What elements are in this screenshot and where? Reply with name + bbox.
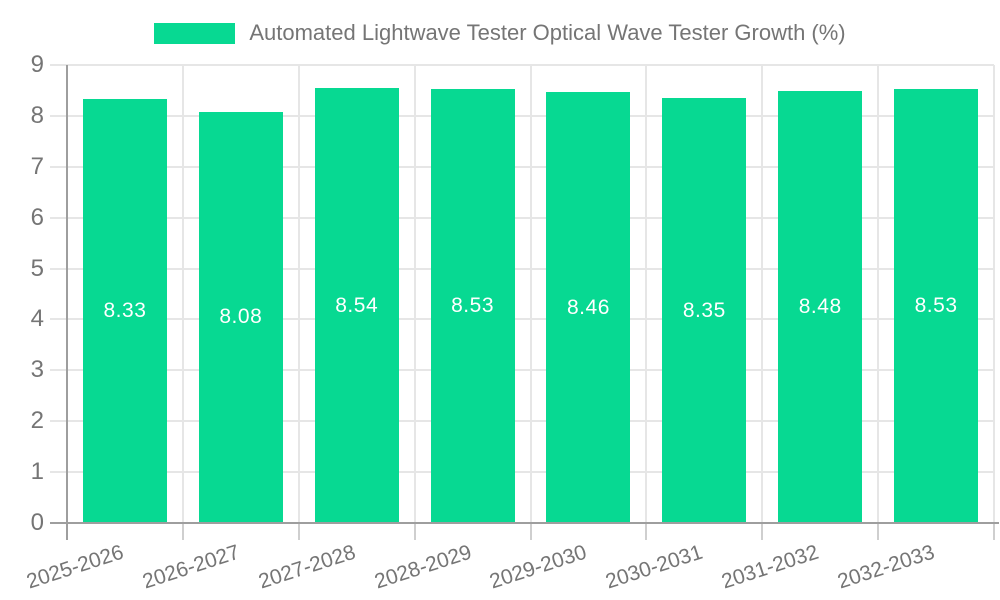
y-gridline — [50, 471, 994, 474]
y-gridline — [50, 318, 994, 321]
y-tick-label: 3 — [30, 356, 44, 384]
y-gridline — [50, 369, 994, 372]
x-axis-line — [50, 522, 999, 524]
y-gridline — [50, 420, 994, 423]
y-gridline — [50, 216, 994, 219]
bar-value-label: 8.48 — [798, 295, 842, 319]
y-axis-line — [66, 65, 68, 540]
bar-value-label: 8.46 — [567, 295, 610, 319]
y-tick-label: 8 — [30, 101, 44, 129]
x-axis-tick — [181, 523, 184, 540]
x-gridline — [297, 65, 300, 523]
y-tick-label: 6 — [30, 203, 44, 231]
x-gridline — [993, 65, 995, 523]
y-tick-label: 0 — [30, 509, 44, 536]
y-gridline — [50, 267, 994, 270]
bar: 8.08 — [198, 111, 283, 523]
plot-area: 0 1 2 3 4 5 6 7 8 9 8.33 8.08 8.54 8.53 8.46 8.35 8.48 8.… — [31, 53, 999, 540]
y-tick-label: 1 — [30, 458, 44, 486]
y-gridline — [50, 114, 994, 117]
x-axis-tick — [877, 523, 880, 540]
y-tick-label: 5 — [30, 254, 44, 282]
bar: 8.53 — [894, 88, 979, 523]
bar: 8.33 — [82, 99, 167, 523]
y-tick-label: 4 — [30, 305, 44, 333]
x-gridline — [645, 65, 648, 523]
y-gridline — [50, 165, 994, 168]
x-axis-tick — [297, 523, 300, 540]
x-gridline — [529, 65, 532, 523]
bar-value-label: 8.08 — [219, 305, 263, 329]
bar-value-label: 8.53 — [451, 293, 494, 317]
bar: 8.53 — [430, 88, 515, 523]
bar-value-label: 8.53 — [914, 293, 958, 317]
x-axis-tick — [645, 523, 648, 540]
bar: 8.35 — [662, 98, 747, 523]
y-tick-label: 2 — [30, 407, 44, 435]
bar-value-label: 8.54 — [335, 293, 379, 317]
y-tick-label: 7 — [30, 152, 44, 180]
y-gridline — [50, 64, 994, 66]
bar: 8.48 — [778, 91, 863, 523]
legend-swatch — [154, 22, 236, 44]
x-gridline — [413, 65, 416, 523]
bar-value-label: 8.35 — [682, 298, 726, 322]
bar: 8.54 — [314, 88, 399, 523]
x-gridline — [877, 65, 880, 523]
x-axis-tick — [761, 523, 764, 540]
legend-label: Automated Lightwave Tester Optical Wave … — [249, 20, 846, 45]
y-tick-label: 9 — [30, 51, 44, 78]
x-gridline — [181, 65, 184, 523]
chart-legend: Automated Lightwave Tester Optical Wave … — [0, 14, 1000, 52]
bar: 8.46 — [546, 92, 631, 523]
bar-value-label: 8.33 — [103, 299, 147, 323]
x-axis-tick — [413, 523, 416, 540]
x-axis-tick — [993, 523, 995, 540]
x-axis-tick — [529, 523, 532, 540]
x-gridline — [761, 65, 764, 523]
